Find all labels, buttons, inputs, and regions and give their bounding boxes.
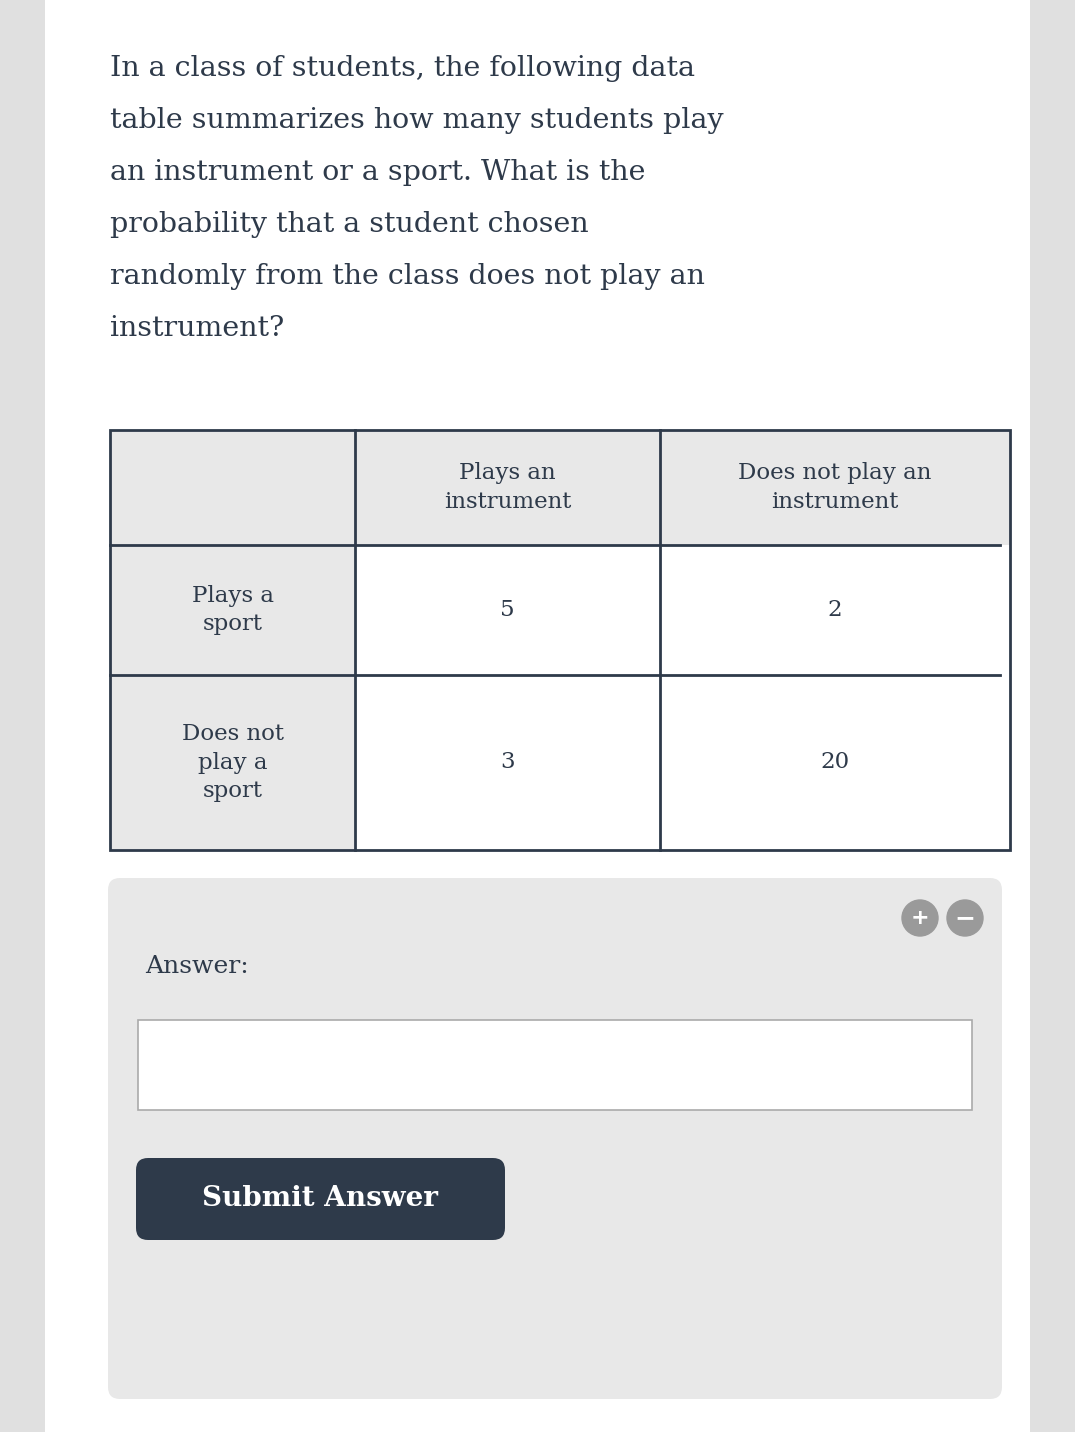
FancyBboxPatch shape [108, 878, 1002, 1399]
Text: Does not play an
instrument: Does not play an instrument [739, 463, 932, 513]
Bar [110, 430, 1010, 851]
Bar [660, 674, 1010, 851]
Text: Answer:: Answer: [145, 955, 248, 978]
Bar [355, 430, 660, 546]
Text: Does not
play a
sport: Does not play a sport [182, 723, 284, 802]
Bar [110, 430, 355, 546]
Bar [1030, 0, 1075, 1432]
Text: Plays a
sport: Plays a sport [191, 584, 273, 636]
Text: Submit Answer: Submit Answer [202, 1186, 439, 1213]
Text: randomly from the class does not play an: randomly from the class does not play an [110, 263, 705, 291]
Text: −: − [955, 906, 975, 929]
Text: +: + [911, 908, 929, 928]
Circle shape [947, 899, 983, 937]
Bar [660, 546, 1010, 674]
FancyBboxPatch shape [137, 1158, 505, 1240]
Bar [138, 1020, 972, 1110]
Text: 3: 3 [500, 752, 515, 773]
Text: 20: 20 [820, 752, 849, 773]
Bar [0, 0, 45, 1432]
Text: In a class of students, the following data: In a class of students, the following da… [110, 54, 696, 82]
Text: instrument?: instrument? [110, 315, 284, 342]
Bar [355, 546, 660, 674]
Bar [355, 674, 660, 851]
Circle shape [902, 899, 938, 937]
Text: 5: 5 [500, 599, 515, 621]
Text: Plays an
instrument: Plays an instrument [444, 463, 571, 513]
Bar [110, 674, 355, 851]
Text: probability that a student chosen: probability that a student chosen [110, 211, 589, 238]
Bar [110, 546, 355, 674]
Bar [660, 430, 1010, 546]
Text: table summarizes how many students play: table summarizes how many students play [110, 107, 723, 135]
Text: an instrument or a sport. What is the: an instrument or a sport. What is the [110, 159, 645, 186]
Text: 2: 2 [828, 599, 843, 621]
